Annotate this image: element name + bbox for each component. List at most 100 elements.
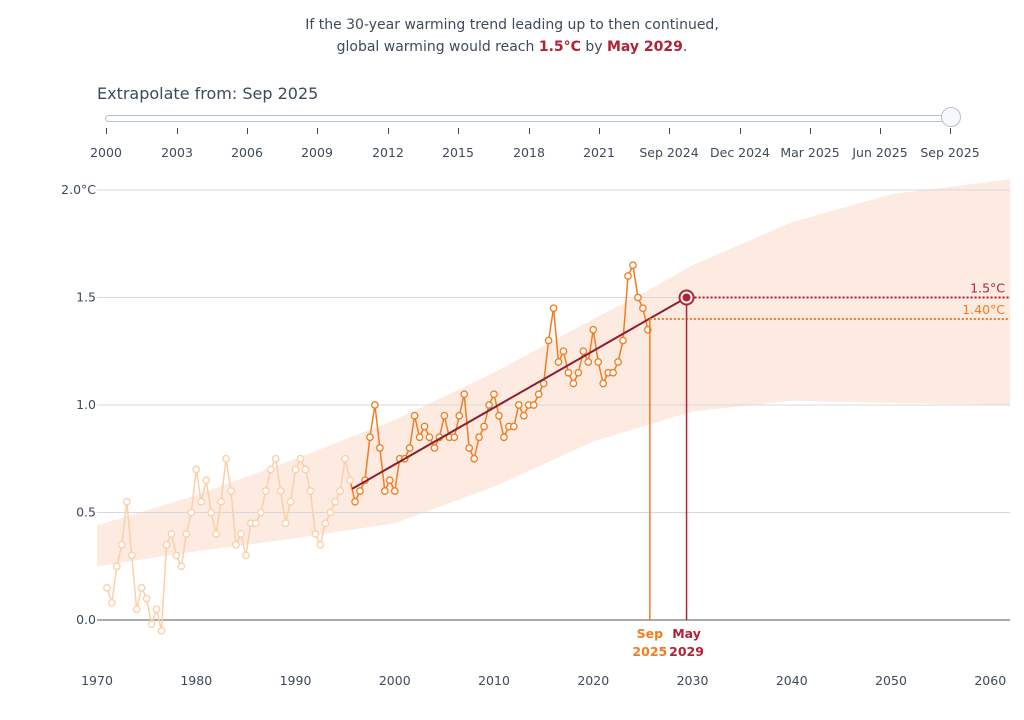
headline-text: global warming would reach [336,39,539,55]
observation-point [286,497,295,506]
observation-point [559,347,568,356]
slider-tick-label[interactable]: 2018 [513,145,545,160]
slider-tick-label[interactable]: 2000 [90,145,122,160]
observation-point [321,519,330,528]
observation-point [440,411,449,420]
observation-point [639,304,647,313]
observation-point [405,444,414,452]
observation-link [130,555,138,610]
observation-point [376,444,384,452]
headline-line1: If the 30-year warming trend leading up … [305,17,719,33]
slider-tick-mark [810,128,811,134]
slider-tick-mark [177,128,178,134]
slider-tick-label[interactable]: Jun 2025 [852,145,908,160]
x-tick-label: 2040 [776,673,808,688]
observation-point [430,444,439,452]
observation-point [281,519,290,528]
observation-point [232,540,240,549]
observation-link [195,469,202,502]
observation-point [202,476,211,485]
observation-point [261,487,270,495]
slider-tick-mark [529,128,530,134]
slider-tick-label[interactable]: 2006 [231,145,263,160]
observation-point [117,540,126,549]
observation-point [544,336,553,345]
observation-point [346,476,354,485]
observation-link [190,469,197,513]
observation-point [450,433,459,442]
observation-link [552,308,560,363]
slider-tick-label[interactable]: Mar 2025 [780,145,840,160]
observation-link [220,458,227,502]
observation-point [599,379,608,388]
y-tick-label: 1.0 [76,397,96,412]
slider-tick-mark [950,128,951,134]
observation-link [394,458,401,492]
slider-tick-mark [388,128,389,134]
extrapolate-slider-thumb[interactable] [941,107,961,127]
slider-tick-label[interactable]: 2003 [161,145,193,160]
observation-point [217,497,225,506]
observation-point [415,433,424,442]
current-level-label: 1.40°C [962,302,1005,317]
observation-point [589,325,598,334]
slider-tick-label[interactable]: 2015 [442,145,474,160]
observation-point [569,379,578,388]
headline-value: 1.5°C [538,39,581,55]
observation-point [351,497,359,506]
observation-point [167,530,176,538]
observation-point [490,390,498,399]
slider-tick-label[interactable]: Dec 2024 [710,145,770,160]
observation-link [408,415,416,449]
observation-point [371,401,379,409]
slider-tick-mark [247,128,248,134]
slider-tick-label[interactable]: Sep 2024 [639,145,699,160]
observation-link [592,329,599,363]
observation-point [356,487,364,495]
observation-point [197,497,206,506]
slider-tick-label[interactable]: 2009 [301,145,333,160]
observation-link [126,501,133,556]
slider-tick-label[interactable]: Sep 2025 [920,145,980,160]
observation-point [410,411,419,420]
observation-point [579,347,588,356]
observation-point [485,401,493,409]
observation-point [212,530,220,538]
observation-link [180,533,188,567]
slider-tick-mark [317,128,318,134]
y-tick-label: 0.5 [76,505,96,520]
observation-point [465,444,474,452]
observation-point [341,454,349,463]
headline-line2: global warming would reach 1.5°C by May … [0,36,1024,58]
observation-point [425,433,434,442]
y-tick-label: 1.5 [76,290,96,305]
slider-tick-label[interactable]: 2021 [583,145,615,160]
observation-link [111,566,118,603]
observation-point [385,476,394,485]
observation-point [326,508,335,517]
observation-link [230,490,237,545]
slider-label: Extrapolate from: Sep 2025 [97,84,319,103]
observation-link [289,469,297,502]
observation-point [519,411,528,420]
headline-date: May 2029 [606,39,683,55]
observation-point [301,465,310,474]
target-label: 1.5°C [970,281,1005,296]
observation-point [172,551,181,560]
slider-tick-label[interactable]: 2012 [372,145,404,160]
observation-link [587,329,594,363]
observation-point [142,594,151,603]
headline-text: by [580,39,607,55]
observation-point [624,272,632,280]
observation-point [614,358,622,366]
observation-link [205,480,212,513]
observation-point [251,519,260,528]
slider-tick-mark [599,128,600,134]
x-tick-label: 1980 [180,673,212,688]
observation-point [237,530,245,538]
observation-point [157,626,166,635]
observation-point [316,540,325,549]
marker-label: May [672,626,701,641]
x-tick-label: 2030 [677,673,709,688]
crossing-point [682,293,691,302]
